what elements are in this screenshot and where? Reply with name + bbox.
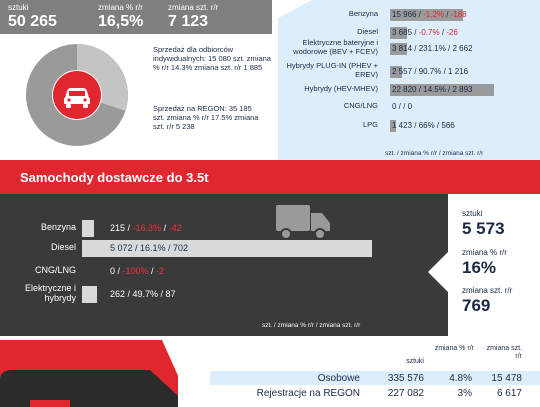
vans-fuel-panel bbox=[0, 194, 448, 336]
table-cell-count: 227 082 bbox=[387, 388, 424, 399]
vans-count-value: 5 573 bbox=[462, 219, 505, 238]
table-cell-count: 335 576 bbox=[387, 373, 424, 384]
table-cell-delta: 6 617 bbox=[496, 388, 522, 399]
fuel-value: 2 557 / 90.7% / 1 216 bbox=[392, 67, 468, 76]
van-fuel-label: CNG/LNG bbox=[34, 265, 76, 275]
fuel-value-base: 22 820 / 14.5% / 2 893 bbox=[392, 85, 473, 94]
fuel-label: Hybrydy PLUG-IN (PHEV + EREV) bbox=[286, 61, 378, 79]
van-fuel-value: 5 072 / 16.1% / 702 bbox=[110, 243, 188, 253]
fuel-bar bbox=[390, 66, 402, 78]
cars-units-label: zmiana szt. r/r bbox=[168, 3, 219, 12]
vans-fuel-footer: szt. / zmiana % r/r / zmiana szt. r/r bbox=[262, 322, 361, 329]
van-fuel-bar bbox=[82, 286, 97, 303]
van-fuel-bar bbox=[82, 240, 372, 257]
table-row-highlight bbox=[210, 371, 540, 385]
panel-corner-shape bbox=[278, 0, 312, 18]
fuel-value-base: 15 966 / bbox=[392, 10, 424, 19]
van-value-base: 215 / bbox=[110, 223, 133, 233]
fuel-label: Diesel bbox=[357, 27, 378, 36]
cars-pct-label: zmiana % r/r bbox=[98, 3, 143, 12]
fuel-value: 3 814 / 231.1% / 2 662 bbox=[392, 44, 473, 53]
col-header-pct: zmiana % r/r bbox=[434, 345, 474, 352]
pointer-arrow bbox=[428, 250, 450, 294]
fuel-value: 22 820 / 14.5% / 2 893 bbox=[392, 85, 473, 94]
cars-count-value: 50 265 bbox=[8, 13, 57, 30]
van-value-pct: -100% bbox=[122, 266, 149, 276]
fuel-value: 1 423 / 66% / 566 bbox=[392, 121, 455, 130]
fuel-value-pct: -0.7% bbox=[418, 28, 440, 37]
van-fuel-bar bbox=[82, 220, 95, 237]
bottom-diagonal bbox=[162, 340, 196, 407]
cars-fuel-panel bbox=[278, 0, 540, 160]
fuel-bar bbox=[390, 9, 463, 21]
table-row-label: Rejestracje na REGON bbox=[256, 388, 360, 399]
bottom-dark-shape bbox=[0, 370, 190, 407]
van-value-delta: -42 bbox=[168, 223, 182, 233]
van-fuel-value: 215 / -16.3% / -42 bbox=[110, 223, 182, 233]
cars-stats-band bbox=[0, 0, 272, 34]
van-fuel-value: 0 / -100% / -2 bbox=[110, 266, 164, 276]
vans-pct-value: 16% bbox=[462, 258, 497, 277]
fuel-bar bbox=[390, 84, 494, 96]
fuel-value-delta: -188 bbox=[450, 10, 467, 19]
vans-pct-label: zmiana % r/r bbox=[462, 248, 507, 257]
fuel-label: LPG bbox=[362, 120, 378, 129]
vans-count-label: sztuki bbox=[462, 209, 483, 218]
van-fuel-label: Benzyna bbox=[40, 222, 76, 232]
table-cell-pct: 4.8% bbox=[449, 373, 472, 384]
col-header-delta: zmiana szt. r/r bbox=[486, 345, 522, 360]
vans-units-label: zmiana szt. r/r bbox=[462, 286, 513, 295]
individual-sales-text: Sprzedaż dla odbiorców indywidualnych: 1… bbox=[153, 45, 271, 72]
fuel-value-sep: / bbox=[444, 10, 451, 19]
fuel-label: Elektryczne bateryjne i wodorowe (BEV + … bbox=[293, 38, 378, 56]
van-value-pct: -16.3% bbox=[132, 223, 162, 233]
fuel-value-sep: / bbox=[439, 28, 447, 37]
cars-units-value: 7 123 bbox=[168, 13, 209, 30]
fuel-value: 3 685 / -0.7% / -26 bbox=[392, 28, 458, 37]
regon-sales-text: Sprzedaż na REGON: 35 185 szt. zmiana % … bbox=[153, 104, 259, 131]
fuel-bar bbox=[390, 43, 408, 55]
fuel-label: Benzyna bbox=[348, 9, 378, 18]
van-value-base: 5 072 / 16.1% / 702 bbox=[110, 243, 189, 253]
table-row-label: Osobowe bbox=[317, 373, 360, 384]
cars-count-label: sztuki bbox=[8, 3, 29, 12]
sales-donut-chart bbox=[26, 44, 128, 146]
vans-banner bbox=[0, 160, 540, 194]
van-value-sep: / bbox=[148, 266, 157, 276]
van-fuel-value: 262 / 49.7% / 87 bbox=[110, 289, 176, 299]
fuel-value-base: 3 814 / 231.1% / 2 662 bbox=[392, 44, 473, 53]
fuel-label: CNG/LNG bbox=[343, 101, 378, 110]
fuel-value-base: 3 685 / bbox=[392, 28, 419, 37]
fuel-value-pct: -1.2% bbox=[423, 10, 445, 19]
van-value-delta: -2 bbox=[156, 266, 165, 276]
fuel-value-base: 2 557 / 90.7% / 1 216 bbox=[392, 67, 469, 76]
fuel-value: 15 966 / -1.2% / -188 bbox=[392, 10, 467, 19]
van-value-sep: / bbox=[161, 223, 169, 233]
van-fuel-label: Elektryczne i hybrydy bbox=[24, 283, 76, 303]
cars-fuel-footer: szt. / zmiana % r/r / zmiana szt. r/r bbox=[385, 150, 484, 157]
van-value-base: 262 / 49.7% / 87 bbox=[110, 289, 176, 299]
table-cell-pct: 3% bbox=[457, 388, 472, 399]
cars-pct-value: 16,5% bbox=[98, 13, 144, 30]
fuel-value-delta: -26 bbox=[446, 28, 458, 37]
van-value-base: 0 / bbox=[110, 266, 123, 276]
van-icon bbox=[276, 205, 330, 240]
donut-individual-segment bbox=[26, 44, 128, 146]
fuel-bar bbox=[390, 120, 397, 132]
fuel-value-base: 1 423 / 66% / 566 bbox=[392, 121, 455, 130]
vans-units-value: 769 bbox=[462, 296, 491, 315]
van-fuel-label: Diesel bbox=[50, 242, 76, 252]
fuel-value: 0 / / 0 bbox=[392, 102, 412, 111]
col-header-count: sztuki bbox=[406, 358, 424, 365]
vans-stats-panel bbox=[448, 194, 540, 336]
fuel-bar bbox=[390, 27, 407, 39]
fuel-label: Hybrydy (HEV-MHEV) bbox=[304, 84, 378, 93]
table-cell-delta: 15 478 bbox=[491, 373, 522, 384]
fuel-value-base: 0 / / 0 bbox=[392, 102, 413, 111]
vans-title: Samochody dostawcze do 3.5t bbox=[20, 170, 209, 185]
